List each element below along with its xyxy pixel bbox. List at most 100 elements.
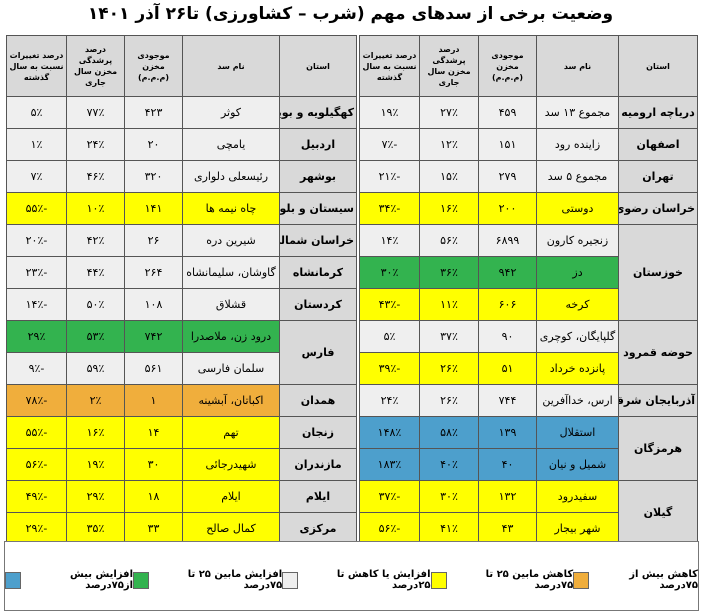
- dam-name-cell: دوستی: [536, 192, 619, 225]
- header-fill: درصد پرشدگی مخزن سال جاری: [66, 35, 125, 97]
- province-cell: آذربایجان شرقی: [618, 384, 698, 417]
- dam-name-cell: شهیدرجائی: [182, 448, 280, 481]
- dam-name-cell: سلمان فارسی: [182, 352, 280, 385]
- province-cell: فارس: [279, 320, 357, 385]
- dam-name-cell: کرخه: [536, 288, 619, 321]
- dam-name-cell: تهم: [182, 416, 280, 449]
- storage-cell: ۵۱: [478, 352, 537, 385]
- storage-cell: ۲۶۴: [124, 256, 183, 289]
- change-percent-cell: -۱۴٪: [6, 288, 67, 321]
- province-cell: گیلان: [618, 480, 698, 545]
- table-row: شهر بیجار ۴۳ ۴۱٪ -۵۶٪: [359, 512, 698, 545]
- table-row: گیلان سفیدرود ۱۳۲ ۳۰٪ -۳۷٪: [359, 480, 698, 545]
- storage-cell: ۴۰: [478, 448, 537, 481]
- table-row: کرخه ۶۰۶ ۱۱٪ -۴۳٪: [359, 288, 698, 321]
- header-fill: درصد پرشدگی مخزن سال جاری: [419, 35, 479, 97]
- legend-swatch: [573, 571, 590, 589]
- dam-name-cell: ارس، خداآفرین: [536, 384, 619, 417]
- table-row: کردستان قشلاق ۱۰۸ ۵۰٪ -۱۴٪: [6, 288, 357, 321]
- storage-cell: ۲۶: [124, 224, 183, 257]
- change-percent-cell: -۵۶٪: [359, 512, 420, 545]
- header-province: استان: [279, 35, 357, 97]
- province-cell: حوضه قمرود: [618, 320, 698, 385]
- province-cell: تهران: [618, 160, 698, 193]
- dam-name-cell: استقلال: [536, 416, 619, 449]
- fill-percent-cell: ۵۰٪: [66, 288, 125, 321]
- dam-name-cell: قشلاق: [182, 288, 280, 321]
- header-province: استان: [618, 35, 698, 97]
- legend-label: افزایش مابین ۲۵ تا ۷۵درصد: [187, 569, 283, 591]
- change-percent-cell: -۷۸٪: [6, 384, 67, 417]
- fill-percent-cell: ۵۸٪: [419, 416, 479, 449]
- storage-cell: ۱۳۹: [478, 416, 537, 449]
- change-percent-cell: ۵٪: [359, 320, 420, 353]
- header-change: درصد تغییرات نسبت به سال گذشته: [6, 35, 67, 97]
- province-cell: سیستان و بلوچستان: [279, 192, 357, 225]
- change-percent-cell: -۳۷٪: [359, 480, 420, 513]
- fill-percent-cell: ۱۲٪: [419, 128, 479, 161]
- fill-percent-cell: ۱۶٪: [66, 416, 125, 449]
- storage-cell: ۲۷۹: [478, 160, 537, 193]
- fill-percent-cell: ۳۵٪: [66, 512, 125, 545]
- dam-name-cell: سفیدرود: [536, 480, 619, 513]
- legend-item: افزایش بیش از۷۵درصد: [5, 569, 133, 591]
- header-storage: موجودی مخزن (م.م.م): [124, 35, 183, 97]
- header-dam: نام سد: [182, 35, 280, 97]
- change-percent-cell: -۳۹٪: [359, 352, 420, 385]
- dam-name-cell: کوثر: [182, 96, 280, 129]
- change-percent-cell: -۳۴٪: [359, 192, 420, 225]
- color-legend: افزایش بیش از۷۵درصد افزایش مابین ۲۵ تا ۷۵…: [4, 541, 699, 611]
- dam-name-cell: چاه نیمه ها: [182, 192, 280, 225]
- fill-percent-cell: ۴۱٪: [419, 512, 479, 545]
- province-cell: ایلام: [279, 480, 357, 513]
- table-row: کرمانشاه گاوشان، سلیمانشاه ۲۶۴ ۴۴٪ -۲۳٪: [6, 256, 357, 289]
- page-title: وضعیت برخی از سدهای مهم (شرب – کشاورزی) …: [87, 4, 614, 24]
- province-cell: کهگیلویه و بویراحمد: [279, 96, 357, 129]
- table-row: دریاچه ارومیه مجموع ۱۳ سد ۴۵۹ ۲۷٪ ۱۹٪: [359, 96, 698, 129]
- legend-swatch: [430, 571, 447, 589]
- legend-item: کاهش مابین ۲۵ تا ۷۵درصد: [430, 569, 573, 591]
- dam-name-cell: ایلام: [182, 480, 280, 513]
- legend-label: افزایش بیش از۷۵درصد: [70, 569, 134, 591]
- dam-name-cell: گلپایگان، کوچری: [536, 320, 619, 353]
- storage-cell: ۷۴۲: [124, 320, 183, 353]
- fill-percent-cell: ۴۴٪: [66, 256, 125, 289]
- legend-swatch: [5, 571, 22, 589]
- change-percent-cell: ۵٪: [6, 96, 67, 129]
- fill-percent-cell: ۲۶٪: [419, 384, 479, 417]
- dam-name-cell: پانزده خرداد: [536, 352, 619, 385]
- storage-cell: ۱۴: [124, 416, 183, 449]
- dam-name-cell: رئیسعلی دلواری: [182, 160, 280, 193]
- table-row: اصفهان زاینده رود ۱۵۱ ۱۲٪ -۷٪: [359, 128, 698, 161]
- change-percent-cell: -۲۹٪: [6, 512, 67, 545]
- province-cell: خوزستان: [618, 224, 698, 321]
- fill-percent-cell: ۳۶٪: [419, 256, 479, 289]
- storage-cell: ۳۰: [124, 448, 183, 481]
- storage-cell: ۴۵۹: [478, 96, 537, 129]
- change-percent-cell: -۴۳٪: [359, 288, 420, 321]
- change-percent-cell: -۴۹٪: [6, 480, 67, 513]
- storage-cell: ۶۰۶: [478, 288, 537, 321]
- province-cell: همدان: [279, 384, 357, 417]
- table-row: دز ۹۴۲ ۳۶٪ ۳۰٪: [359, 256, 698, 289]
- fill-percent-cell: ۱۰٪: [66, 192, 125, 225]
- fill-percent-cell: ۵۳٪: [66, 320, 125, 353]
- storage-cell: ۹۰: [478, 320, 537, 353]
- fill-percent-cell: ۱۵٪: [419, 160, 479, 193]
- left-dam-table: استان نام سد موجودی مخزن (م.م.م) درصد پر…: [6, 35, 357, 545]
- fill-percent-cell: ۲۴٪: [66, 128, 125, 161]
- dam-name-cell: شهر بیجار: [536, 512, 619, 545]
- province-cell: بوشهر: [279, 160, 357, 193]
- change-percent-cell: -۲۳٪: [6, 256, 67, 289]
- header-dam: نام سد: [536, 35, 619, 97]
- storage-cell: ۱۴۱: [124, 192, 183, 225]
- dam-name-cell: شمیل و نیان: [536, 448, 619, 481]
- dam-name-cell: اکباتان، آبشینه: [182, 384, 280, 417]
- fill-percent-cell: ۴۲٪: [66, 224, 125, 257]
- province-cell: اردبیل: [279, 128, 357, 161]
- dam-name-cell: زاینده رود: [536, 128, 619, 161]
- storage-cell: ۱۳۲: [478, 480, 537, 513]
- dam-name-cell: مجموع ۵ سد: [536, 160, 619, 193]
